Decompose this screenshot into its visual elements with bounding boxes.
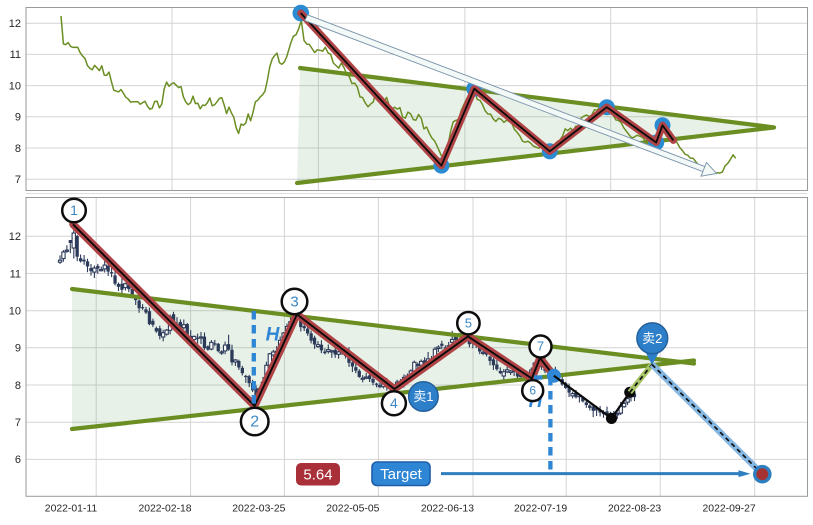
svg-text:2022-02-18: 2022-02-18: [138, 504, 191, 515]
svg-text:10: 10: [9, 80, 21, 92]
svg-text:Target: Target: [380, 466, 423, 483]
svg-text:2022-09-27: 2022-09-27: [703, 504, 756, 515]
svg-text:5.64: 5.64: [303, 467, 332, 484]
svg-text:6: 6: [529, 384, 536, 398]
svg-text:2022-07-19: 2022-07-19: [514, 504, 567, 515]
svg-text:11: 11: [10, 49, 21, 61]
svg-text:5: 5: [465, 316, 472, 331]
svg-text:10: 10: [9, 306, 21, 318]
svg-text:2022-03-25: 2022-03-25: [232, 504, 285, 515]
svg-text:2022-01-11: 2022-01-11: [45, 504, 98, 515]
svg-text:7: 7: [15, 174, 21, 186]
svg-text:3: 3: [290, 293, 298, 310]
svg-text:2022-08-23: 2022-08-23: [608, 504, 661, 515]
svg-text:2: 2: [250, 414, 259, 431]
svg-text:卖2: 卖2: [642, 331, 662, 346]
svg-text:7: 7: [537, 339, 544, 354]
svg-text:1: 1: [70, 202, 78, 218]
svg-text:卖1: 卖1: [413, 389, 433, 404]
svg-text:11: 11: [10, 268, 21, 280]
svg-text:9: 9: [15, 343, 21, 355]
svg-text:7: 7: [15, 417, 21, 429]
svg-text:2022-05-05: 2022-05-05: [326, 504, 379, 515]
svg-text:12: 12: [9, 18, 21, 30]
svg-text:2022-06-13: 2022-06-13: [421, 504, 474, 515]
svg-text:9: 9: [15, 112, 21, 124]
svg-text:6: 6: [15, 454, 21, 466]
svg-text:8: 8: [15, 380, 21, 392]
svg-text:12: 12: [9, 231, 21, 243]
svg-text:H: H: [266, 325, 281, 346]
svg-text:8: 8: [15, 143, 21, 155]
svg-text:4: 4: [390, 395, 398, 411]
